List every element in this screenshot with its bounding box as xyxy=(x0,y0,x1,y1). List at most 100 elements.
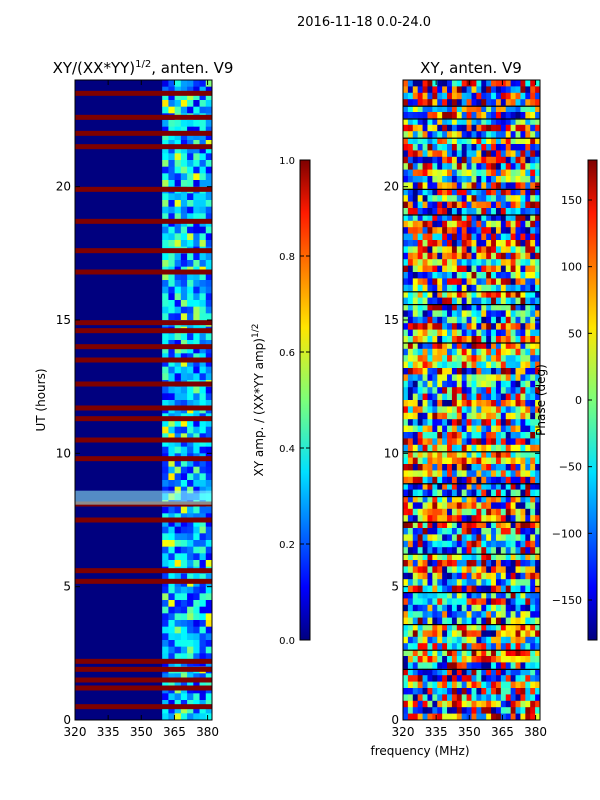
phase-cell xyxy=(412,662,419,670)
phase-cell xyxy=(481,150,487,158)
phase-cell xyxy=(461,508,468,516)
phase-cell xyxy=(447,540,453,548)
phase-cell xyxy=(407,208,414,215)
phase-cell xyxy=(481,208,487,215)
phase-cell xyxy=(505,592,512,599)
phase-cell xyxy=(500,438,507,446)
phase-cell xyxy=(466,131,472,138)
amplitude-cell xyxy=(174,533,182,541)
amplitude-cell xyxy=(205,346,212,354)
phase-cell xyxy=(520,694,526,702)
phase-cell xyxy=(520,700,526,708)
phase-cell xyxy=(403,112,409,119)
phase-cell xyxy=(456,444,463,452)
phase-cell xyxy=(505,387,512,394)
phase-cell xyxy=(422,304,428,311)
phase-cell xyxy=(476,457,482,465)
phase-cell xyxy=(466,553,472,561)
phase-cell xyxy=(417,534,423,542)
phase-cell xyxy=(403,489,409,497)
amplitude-cell xyxy=(162,573,169,581)
phase-cell xyxy=(447,560,453,567)
phase-cell xyxy=(495,188,502,196)
phase-cell xyxy=(442,572,448,580)
phase-cell xyxy=(442,240,448,247)
phase-cell xyxy=(535,470,540,478)
phase-cell xyxy=(427,630,433,638)
amplitude-cell xyxy=(193,533,200,541)
phase-cell xyxy=(437,521,443,529)
amplitude-cell xyxy=(205,146,212,154)
amplitude-cell xyxy=(187,673,194,681)
phase-cell xyxy=(486,348,492,356)
phase-cell xyxy=(442,92,448,100)
phase-cell xyxy=(407,432,414,439)
amplitude-cell xyxy=(168,160,176,168)
phase-cell xyxy=(442,476,448,484)
amplitude-cell xyxy=(168,600,176,608)
right-panel-title: XY, anten. V9 xyxy=(420,59,522,77)
phase-cell xyxy=(447,457,453,465)
phase-cell xyxy=(437,342,443,350)
phase-cell xyxy=(530,707,536,714)
phase-cell xyxy=(471,233,477,241)
phase-cell xyxy=(476,105,482,113)
phase-cell xyxy=(442,598,448,606)
phase-cell xyxy=(442,156,448,164)
phase-cell xyxy=(407,438,414,446)
phase-cell xyxy=(481,636,487,644)
phase-cell xyxy=(520,272,526,279)
phase-cell xyxy=(412,624,419,631)
amplitude-cell xyxy=(193,86,200,94)
phase-cell xyxy=(461,361,468,369)
phase-cell xyxy=(412,707,419,714)
phase-cell xyxy=(520,624,526,631)
phase-cell xyxy=(403,368,409,375)
phase-cell xyxy=(495,393,502,401)
phase-cell xyxy=(412,240,419,247)
phase-cell xyxy=(437,233,443,241)
phase-cell xyxy=(505,700,512,708)
phase-cell xyxy=(495,438,502,446)
phase-cell xyxy=(432,368,438,375)
phase-cell xyxy=(407,163,414,170)
phase-cell xyxy=(403,636,409,644)
phase-cell xyxy=(437,432,443,439)
phase-cell xyxy=(471,92,477,100)
phase-cell xyxy=(500,99,507,106)
phase-cell xyxy=(432,464,438,471)
phase-cell xyxy=(466,592,472,599)
phase-cell xyxy=(417,528,423,535)
amplitude-cell xyxy=(162,100,169,108)
phase-cell xyxy=(412,246,419,254)
amplitude-cell xyxy=(199,193,207,201)
phase-cell xyxy=(466,297,472,305)
phase-cell xyxy=(515,713,521,720)
phase-cell xyxy=(535,457,540,465)
phase-cell xyxy=(535,496,540,503)
phase-cell xyxy=(407,86,414,94)
phase-cell xyxy=(403,572,409,580)
phase-cell xyxy=(461,630,468,638)
phase-cell xyxy=(461,176,468,183)
phase-cell xyxy=(535,636,540,644)
phase-cell xyxy=(520,131,526,138)
amplitude-cell xyxy=(180,440,188,448)
phase-cell xyxy=(505,336,512,343)
phase-cell xyxy=(495,534,502,542)
phase-cell xyxy=(461,521,468,529)
phase-cell xyxy=(427,412,433,420)
phase-cell xyxy=(417,470,423,478)
phase-cell xyxy=(481,272,487,279)
phase-cell xyxy=(495,656,502,663)
phase-cell xyxy=(525,464,531,471)
phase-cell xyxy=(486,540,492,548)
phase-cell xyxy=(495,451,502,458)
phase-cell xyxy=(500,572,507,580)
phase-cell xyxy=(451,92,458,100)
amplitude-cell xyxy=(168,693,176,701)
phase-cell xyxy=(427,451,433,458)
amplitude-cell xyxy=(205,440,212,448)
amplitude-cell xyxy=(180,353,188,361)
